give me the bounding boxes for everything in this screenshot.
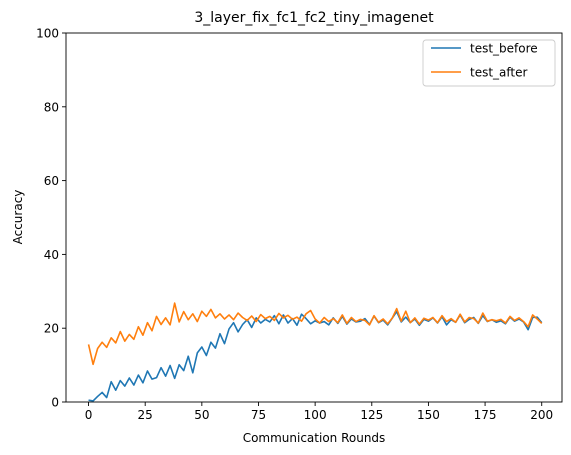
y-tick-label: 100 (36, 27, 59, 41)
y-tick-label: 60 (44, 174, 59, 188)
series-line-test-after (87, 302, 543, 366)
x-tick-label: 175 (474, 408, 497, 422)
x-tick-label: 75 (251, 408, 266, 422)
plot-area (66, 33, 562, 402)
x-tick-label: 25 (138, 408, 153, 422)
chart-title: 3_layer_fix_fc1_fc2_tiny_imagenet (194, 10, 434, 26)
plot-frame (65, 32, 563, 403)
legend-label-test-before: test_before (470, 42, 538, 56)
y-tick-label: 20 (44, 322, 59, 336)
x-tick-label: 150 (417, 408, 440, 422)
y-axis-label: Accuracy (11, 190, 25, 245)
y-axis-ticks: 0 20 40 60 80 100 (36, 27, 66, 410)
y-tick-label: 80 (44, 100, 59, 114)
series-layer (87, 302, 543, 402)
y-tick-label: 0 (51, 396, 59, 410)
x-tick-label: 0 (85, 408, 93, 422)
x-tick-label: 125 (360, 408, 383, 422)
x-axis-label: Communication Rounds (243, 431, 386, 445)
x-tick-label: 50 (194, 408, 209, 422)
x-axis-ticks: 0 25 50 75 100 125 150 175 200 (85, 402, 553, 422)
legend: test_before test_after (422, 39, 556, 87)
x-tick-label: 100 (304, 408, 327, 422)
legend-box (422, 39, 556, 87)
x-tick-label: 200 (530, 408, 553, 422)
y-tick-label: 40 (44, 248, 59, 262)
legend-label-test-after: test_after (470, 66, 528, 80)
